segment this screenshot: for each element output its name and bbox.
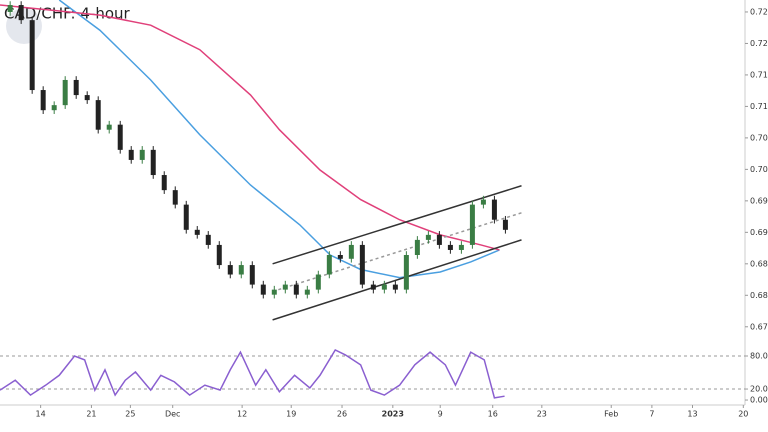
y-tick-label: 0.7050 [750,133,768,142]
x-tick-label: 26 [337,410,347,419]
candle-body [271,289,277,295]
candle-body [458,244,464,250]
x-tick-label: 9 [438,410,443,419]
candle-body [348,244,354,259]
x-tick-label: Dec [165,410,180,419]
candle-body [436,234,442,245]
x-tick-label: 25 [125,410,135,419]
candle-body [150,149,156,176]
y-tick-label: 0.6850 [750,259,768,268]
candle-body [260,284,266,295]
candle-body [73,79,79,96]
candle-body [216,244,222,266]
x-tick-label: 14 [36,410,46,419]
y-tick-label: 0.6900 [750,228,768,237]
y-tick-label: 0.7100 [750,102,768,111]
candle-body [183,204,189,230]
x-tick-label: 20 [738,410,748,419]
candle-body [326,255,332,275]
candle-body [194,229,200,235]
candle-body [370,284,376,290]
candle-body [161,175,167,191]
x-tick-label: 7 [649,410,654,419]
series-line [58,0,500,279]
y-tick-label: 0.6750 [750,322,768,331]
candle-body [172,190,178,205]
candle-body [84,95,90,101]
series-line [0,348,505,399]
x-tick-label: 16 [488,410,498,419]
y-tick-label: 0.7200 [750,39,768,48]
y-tick-label: 0.00 [750,396,768,405]
candle-body [128,149,134,160]
candle-body [227,265,233,275]
candle-body [249,265,255,285]
candle-body [480,199,486,205]
y-tick-label: 0.7250 [750,7,768,16]
candle-body [40,90,46,111]
x-tick-label: Feb [604,410,618,419]
candle-body [282,284,288,290]
candle-body [381,284,387,290]
candle-body [106,124,112,130]
candle-body [238,265,244,275]
candle-body [29,20,35,91]
x-tick-label: 21 [86,410,96,419]
candle-body [62,79,68,106]
candle-body [359,244,365,285]
series-line [272,239,522,321]
candle-body [414,239,420,255]
y-tick-label: 0.6800 [750,291,768,300]
x-tick-label: 13 [687,410,697,419]
candle-body [293,284,299,295]
y-tick-label: 80.00 [750,352,768,361]
candle-body [392,284,398,290]
x-tick-label: 23 [537,410,547,419]
x-tick-label: 12 [237,410,247,419]
candle-body [18,5,24,21]
candle-body [117,124,123,150]
y-tick-label: 0.7000 [750,165,768,174]
candle-body [7,5,13,12]
y-tick-label: 0.6950 [750,196,768,205]
candle-body [95,100,101,130]
x-tick-label: 2023 [382,410,404,419]
series-line [272,185,522,265]
candle-body [315,274,321,290]
candle-body [447,244,453,250]
candle-body [304,289,310,295]
candle-body [425,234,431,240]
candle-body [469,204,475,245]
series-line [272,212,522,293]
candle-body [205,234,211,245]
candle-body [491,199,497,220]
candle-body [51,105,57,111]
candle-body [403,255,409,290]
candle-body [139,149,145,160]
candle-body [502,219,508,230]
candle-body [337,255,343,259]
y-tick-label: 0.7150 [750,70,768,79]
y-tick-label: 20.00 [750,385,768,394]
x-tick-label: 19 [286,410,296,419]
